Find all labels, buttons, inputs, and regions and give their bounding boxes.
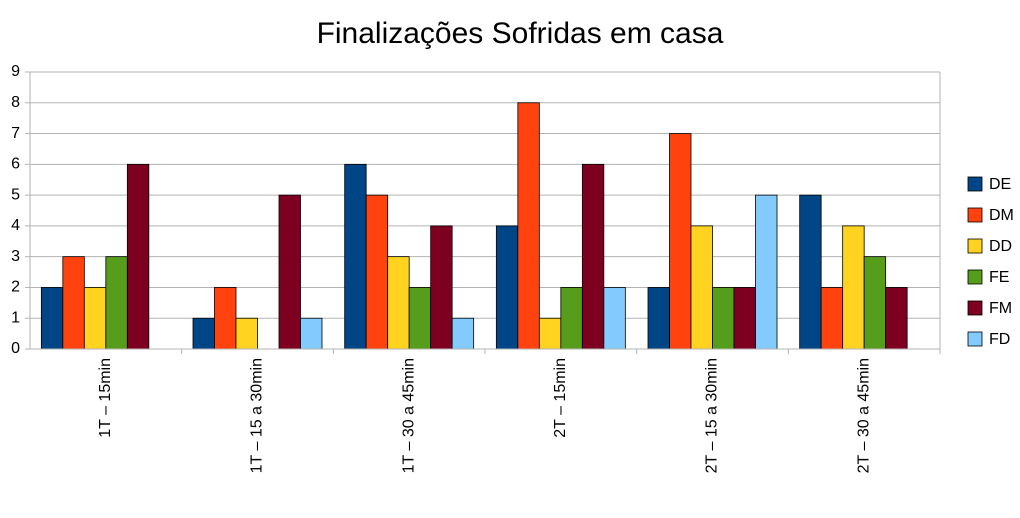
bar [300, 317, 323, 350]
x-tick-label: 2T – 15min [552, 358, 569, 438]
bar [647, 287, 670, 350]
bar [451, 317, 475, 350]
y-tick-label: 7 [11, 125, 20, 142]
legend-label: FM [989, 300, 1012, 317]
bar [799, 194, 822, 350]
bar [538, 317, 562, 350]
y-tick-label: 0 [11, 340, 20, 357]
y-tick-label: 9 [11, 63, 20, 80]
x-tick-label: 2T – 15 a 30min [704, 358, 721, 473]
bar [235, 317, 258, 350]
bar [820, 287, 844, 350]
bar [83, 287, 107, 350]
legend-swatch [967, 238, 983, 254]
bar [863, 256, 887, 350]
bar [495, 225, 519, 350]
bar [669, 133, 692, 350]
bar [430, 225, 453, 350]
legend-swatch [967, 207, 983, 223]
x-tick-label: 1T – 30 a 45min [400, 358, 417, 473]
legend-label: DE [989, 176, 1011, 193]
x-tick-label: 2T – 30 a 45min [855, 358, 872, 473]
bar [40, 287, 64, 350]
legend-swatch [967, 300, 983, 316]
bar [885, 287, 908, 350]
legend-label: DD [989, 238, 1012, 255]
y-tick-label: 2 [11, 279, 20, 296]
legend-label: FE [989, 269, 1009, 286]
bar [62, 256, 85, 350]
bar [581, 163, 605, 350]
y-tick-label: 3 [11, 248, 20, 265]
bar [408, 287, 432, 350]
y-tick-label: 6 [11, 156, 20, 173]
bar [192, 317, 215, 350]
bar [755, 194, 778, 350]
bar [690, 225, 713, 350]
chart-title: Finalizações Sofridas em casa [317, 17, 724, 50]
bar [517, 102, 540, 350]
bar [214, 287, 237, 350]
bar [105, 256, 128, 350]
legend-label: FD [989, 331, 1010, 348]
bar [560, 287, 583, 350]
x-tick-label: 1T – 15min [97, 358, 114, 438]
x-tick-label: 1T – 15 a 30min [249, 358, 266, 473]
legend-swatch [967, 176, 983, 192]
bar [733, 287, 756, 350]
legend-swatch [967, 331, 983, 347]
y-tick-label: 4 [11, 217, 20, 234]
bar [842, 225, 865, 350]
bar [278, 194, 301, 350]
bar [365, 194, 389, 350]
y-tick-label: 8 [11, 94, 20, 111]
legend-label: DM [989, 207, 1014, 224]
bar [344, 163, 367, 350]
y-tick-label: 1 [11, 309, 20, 326]
bar [712, 287, 735, 350]
y-tick-label: 5 [11, 186, 20, 203]
legend-swatch [967, 269, 983, 285]
bar [126, 163, 150, 350]
bar [387, 256, 410, 350]
bar [603, 287, 626, 350]
